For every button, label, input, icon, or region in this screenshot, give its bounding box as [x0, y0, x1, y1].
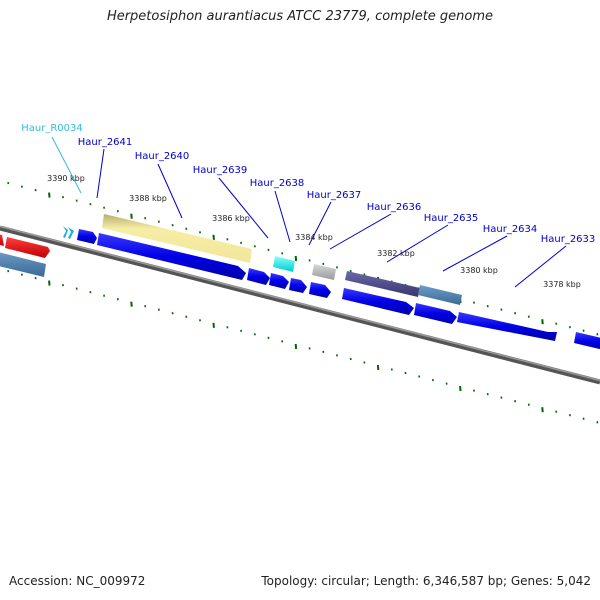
gene-haur-2639-b[interactable] — [269, 273, 289, 289]
gene-haur-2634[interactable] — [457, 312, 557, 341]
scale-label-3380: 3380 kbp — [460, 266, 498, 275]
gene-haur-2638[interactable] — [273, 256, 295, 272]
gene-label-haur-2635[interactable]: Haur_2635 — [424, 213, 479, 224]
gene-features — [0, 214, 600, 351]
scale-label-3390: 3390 kbp — [47, 174, 85, 183]
gene-haur-2637[interactable] — [312, 264, 336, 280]
gene-label-haur-2636[interactable]: Haur_2636 — [367, 202, 422, 213]
scale-ticks — [7, 181, 599, 424]
gene-red-upper-left[interactable] — [0, 232, 4, 246]
gene-haur-2636[interactable] — [345, 271, 420, 297]
gene-haur-2635[interactable] — [418, 285, 462, 305]
gene-haur-2638-cds[interactable] — [289, 278, 307, 293]
gene-haur-2633[interactable] — [574, 332, 600, 351]
scale-labels: 3390 kbp 3388 kbp 3386 kbp 3384 kbp 3382… — [47, 174, 581, 289]
gene-label-haur-2641[interactable]: Haur_2641 — [78, 137, 133, 148]
genome-backbone — [0, 225, 600, 385]
gene-red-left[interactable] — [5, 237, 50, 258]
gene-labels: Haur_R0034 Haur_2641 Haur_2640 Haur_2639… — [21, 123, 595, 245]
gene-haur-2640-cds[interactable] — [97, 233, 246, 280]
scale-label-3382: 3382 kbp — [377, 249, 415, 258]
gene-label-haur-2634[interactable]: Haur_2634 — [483, 224, 538, 235]
gene-label-haur-2638[interactable]: Haur_2638 — [250, 178, 305, 189]
scale-label-3386: 3386 kbp — [212, 214, 250, 223]
gene-haur-2637-cds[interactable] — [309, 282, 331, 298]
rna-haur-r0034-icon-2[interactable] — [68, 227, 74, 239]
scale-label-3378: 3378 kbp — [543, 280, 581, 289]
accession-text: Accession: NC_009972 — [9, 574, 146, 588]
gene-steelblue-left[interactable] — [0, 250, 46, 277]
gene-haur-2639[interactable] — [247, 268, 270, 285]
gene-haur-2635-cds[interactable] — [414, 303, 457, 324]
scale-label-3384: 3384 kbp — [295, 233, 333, 242]
gene-haur-2636-cds[interactable] — [342, 288, 414, 315]
gene-label-haur-2637[interactable]: Haur_2637 — [307, 190, 362, 201]
label-leader-lines — [51, 136, 567, 288]
gene-haur-2640[interactable] — [102, 214, 252, 263]
topology-summary-text: Topology: circular; Length: 6,346,587 bp… — [261, 574, 591, 588]
gene-label-haur-2640[interactable]: Haur_2640 — [135, 151, 190, 162]
gene-haur-2641[interactable] — [77, 229, 97, 244]
rna-haur-r0034-icon[interactable] — [63, 226, 68, 238]
scale-label-3388: 3388 kbp — [129, 194, 167, 203]
gene-label-haur-2639[interactable]: Haur_2639 — [193, 165, 248, 176]
gene-label-haur-2633[interactable]: Haur_2633 — [541, 234, 596, 245]
genome-title: Herpetosiphon aurantiacus ATCC 23779, co… — [106, 9, 494, 24]
gene-label-haur-r0034[interactable]: Haur_R0034 — [21, 123, 83, 134]
